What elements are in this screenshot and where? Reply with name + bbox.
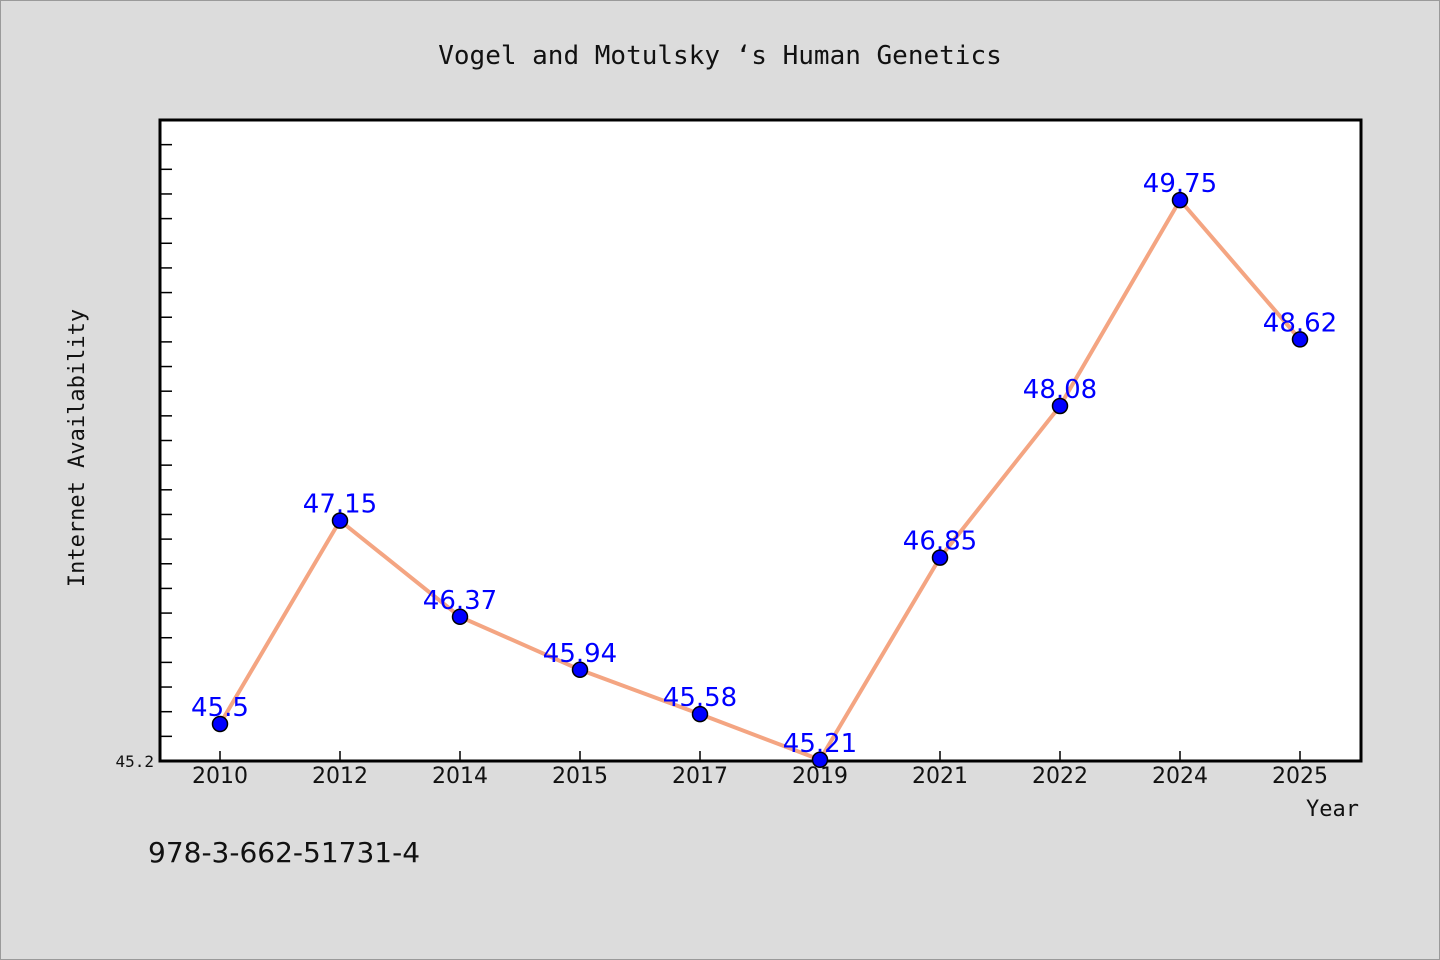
data-point: [1171, 191, 1189, 209]
y-axis-title: Internet Availability: [65, 309, 90, 587]
series-line: [218, 198, 1302, 762]
x-tick-label: 2022: [1032, 764, 1088, 789]
data-label: 48.08: [1023, 375, 1097, 405]
x-axis-tick-labels: 2010 2012 2014 2015 2017 2019 2021 2022 2024 2025: [192, 764, 1328, 789]
x-tick-label: 2019: [792, 764, 848, 789]
data-label: 45.21: [783, 729, 857, 759]
y-axis-ticks: [160, 143, 172, 738]
data-point: [691, 705, 709, 723]
data-point: [1051, 397, 1069, 415]
data-label: 49.75: [1143, 169, 1217, 199]
x-tick-label: 2017: [672, 764, 728, 789]
x-tick-label: 2021: [912, 764, 968, 789]
chart-title: Vogel and Motulsky ‘s Human Genetics: [438, 41, 1002, 71]
data-point: [211, 715, 229, 733]
x-tick-label: 2012: [312, 764, 368, 789]
data-point: [451, 608, 469, 626]
x-axis-ticks: [219, 751, 1301, 761]
data-label: 48.62: [1263, 308, 1337, 338]
data-label: 46.85: [903, 527, 977, 557]
x-tick-label: 2025: [1272, 764, 1328, 789]
data-point: [571, 661, 589, 679]
x-tick-label: 2015: [552, 764, 608, 789]
data-point: [331, 512, 349, 529]
data-label: 45.58: [663, 683, 737, 713]
x-axis-title: Year: [1306, 797, 1359, 822]
y-tick-label: 45.2: [115, 752, 154, 771]
data-label: 45.5: [191, 693, 249, 723]
data-point: [931, 549, 949, 566]
x-tick-label: 2024: [1152, 764, 1208, 789]
data-label: 47.15: [303, 490, 377, 520]
x-tick-label: 2014: [432, 764, 488, 789]
data-point: [1291, 331, 1309, 348]
plot-area: [158, 118, 1363, 763]
data-point: [811, 751, 829, 769]
isbn-text: 978-3-662-51731-4: [148, 836, 420, 869]
x-tick-label: 2010: [192, 764, 248, 789]
data-label: 46.37: [423, 586, 497, 616]
data-label: 45.94: [543, 639, 617, 669]
series-group: 45.5 47.15 46.37 45.94 45.58 45.21 46.85 48.08 4…: [191, 169, 1337, 769]
